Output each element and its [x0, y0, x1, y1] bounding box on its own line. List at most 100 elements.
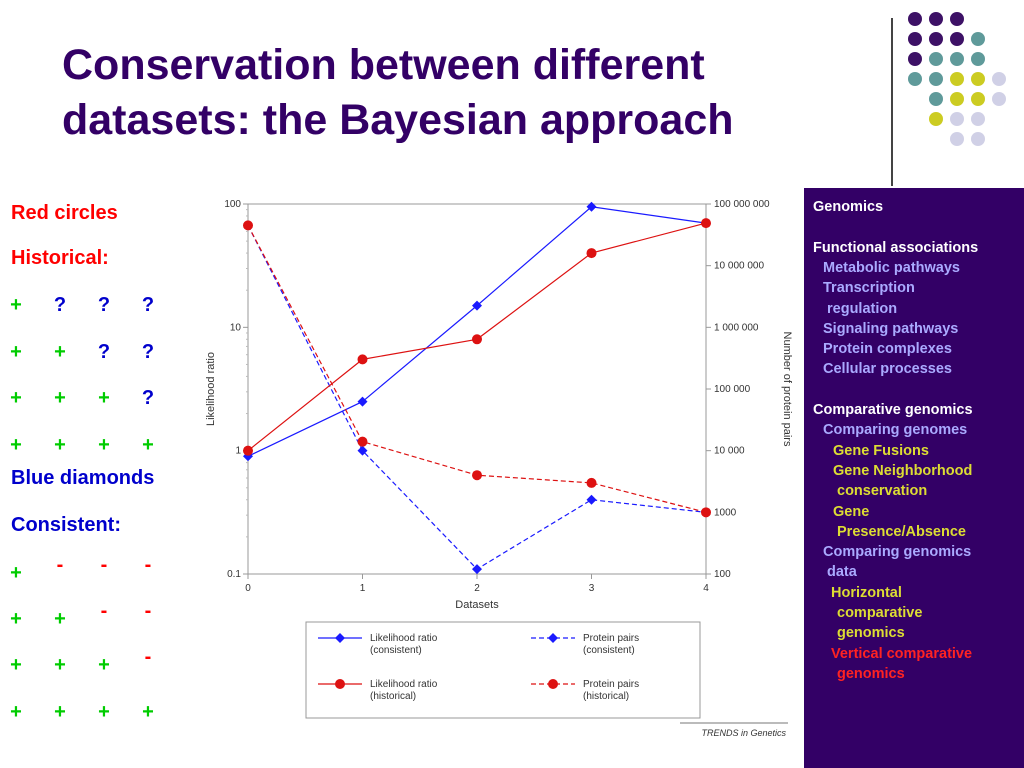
symbol-cell: +	[54, 654, 66, 676]
panel-item: Comparing genomes	[823, 422, 968, 439]
legend-label: (historical)	[583, 691, 629, 702]
symbol-cell: +	[54, 387, 66, 409]
symbol-cell: +	[10, 294, 22, 316]
y-right-tick-label: 10 000 000	[714, 261, 764, 272]
symbol-cell: ?	[141, 294, 155, 316]
decor-dot	[929, 32, 943, 46]
data-point-circle	[472, 470, 482, 481]
x-tick-label: 1	[360, 583, 366, 594]
symbol-cell: -	[144, 646, 152, 668]
series-line	[247, 225, 707, 513]
slide-title: Conservation between different datasets:…	[62, 38, 862, 148]
symbol-cell: ?	[141, 387, 155, 409]
symbol-cell: +	[142, 701, 154, 723]
data-point-diamond	[472, 564, 482, 575]
symbol-cell: +	[10, 701, 22, 723]
decor-dot	[950, 52, 964, 66]
panel-item: Transcription	[823, 280, 915, 297]
decor-dot	[950, 92, 964, 106]
data-point-diamond	[335, 633, 345, 643]
decorative-dot-grid	[900, 12, 1024, 172]
y-right-tick-label: 10 000	[714, 446, 745, 457]
title-line-1: Conservation between different	[62, 41, 705, 89]
symbol-cell: +	[98, 387, 110, 409]
decor-dot	[929, 12, 943, 26]
symbol-cell: +	[54, 434, 66, 456]
x-tick-label: 0	[245, 583, 251, 594]
y-right-axis-label: Number of protein pairs	[781, 332, 793, 447]
symbol-cell: -	[144, 554, 152, 576]
symbol-cell: +	[10, 562, 22, 584]
y-right-tick-label: 100 000	[714, 384, 751, 395]
decor-dot	[908, 32, 922, 46]
data-point-circle	[586, 477, 597, 488]
panel-item: Horizontal	[831, 584, 902, 601]
panel-item: Comparing genomics	[823, 544, 972, 561]
panel-item: data	[827, 564, 857, 581]
red-circles-label: Red circles	[11, 202, 118, 224]
historical-label: Historical:	[11, 247, 109, 269]
panel-item: Functional associations	[813, 239, 979, 256]
panel-item: Presence/Absence	[837, 523, 966, 540]
panel-item: Protein complexes	[823, 341, 952, 358]
decor-dot	[971, 72, 985, 86]
decor-dot	[971, 112, 985, 126]
y-right-tick-label: 1000	[714, 507, 737, 518]
panel-item: Signaling pathways	[823, 320, 959, 337]
legend-label: (consistent)	[370, 645, 422, 656]
symbol-cell: +	[10, 341, 22, 363]
symbol-cell: -	[56, 554, 64, 576]
decor-dot	[971, 132, 985, 146]
data-point-circle	[472, 334, 482, 345]
panel-item: genomics	[837, 665, 905, 682]
decor-dot	[950, 32, 964, 46]
series-line	[247, 206, 707, 457]
data-point-diamond	[548, 633, 558, 643]
series-line	[247, 225, 707, 570]
decor-dot	[950, 112, 964, 126]
panel-item: comparative	[837, 605, 923, 621]
data-point-circle	[548, 679, 558, 689]
decor-dot	[929, 52, 943, 66]
chart-legend	[305, 621, 701, 719]
decor-dot	[992, 92, 1006, 106]
decor-dot	[908, 72, 922, 86]
decor-dot	[950, 72, 964, 86]
data-point-circle	[701, 507, 711, 518]
legend-label: (historical)	[370, 691, 416, 702]
plot-frame	[247, 203, 707, 575]
y-left-axis-label: Likelihood ratio	[205, 352, 217, 426]
left-legend-panel: Red circles Historical: +??? + +?? + + +? + + + +…	[0, 0, 200, 768]
title-line-2: datasets: the Bayesian approach	[62, 96, 734, 144]
legend-label: Likelihood ratio	[370, 633, 438, 644]
x-tick-label: 3	[589, 583, 595, 594]
data-point-circle	[335, 679, 345, 689]
panel-item: Gene Neighborhood	[833, 462, 973, 479]
legend-label: Likelihood ratio	[370, 679, 438, 690]
symbol-cell: +	[54, 608, 66, 630]
symbol-cell: +	[54, 701, 66, 723]
symbol-cell: ?	[141, 341, 155, 363]
x-tick-label: 4	[703, 583, 709, 594]
decor-dot	[929, 72, 943, 86]
symbol-cell: +	[142, 434, 154, 456]
symbol-cell: +	[98, 701, 110, 723]
data-point-diamond	[586, 494, 597, 505]
legend-label: (consistent)	[583, 645, 635, 656]
symbol-cell: -	[100, 554, 108, 576]
x-tick-label: 2	[474, 583, 480, 594]
panel-item: regulation	[827, 300, 898, 317]
panel-item: genomics	[837, 625, 905, 642]
y-left-tick-label: 1	[235, 446, 241, 457]
symbol-cell: ?	[97, 341, 111, 363]
source-credit: TRENDS in Genetics	[701, 728, 786, 738]
symbol-cell: +	[98, 434, 110, 456]
legend-label: Protein pairs	[583, 633, 639, 644]
symbol-cell: ?	[53, 294, 67, 316]
symbol-cell: +	[10, 434, 22, 456]
data-point-diamond	[586, 201, 597, 212]
y-left-tick-label: 0.1	[227, 569, 241, 580]
data-point-circle	[586, 248, 597, 259]
consistent-label: Consistent:	[11, 514, 121, 536]
